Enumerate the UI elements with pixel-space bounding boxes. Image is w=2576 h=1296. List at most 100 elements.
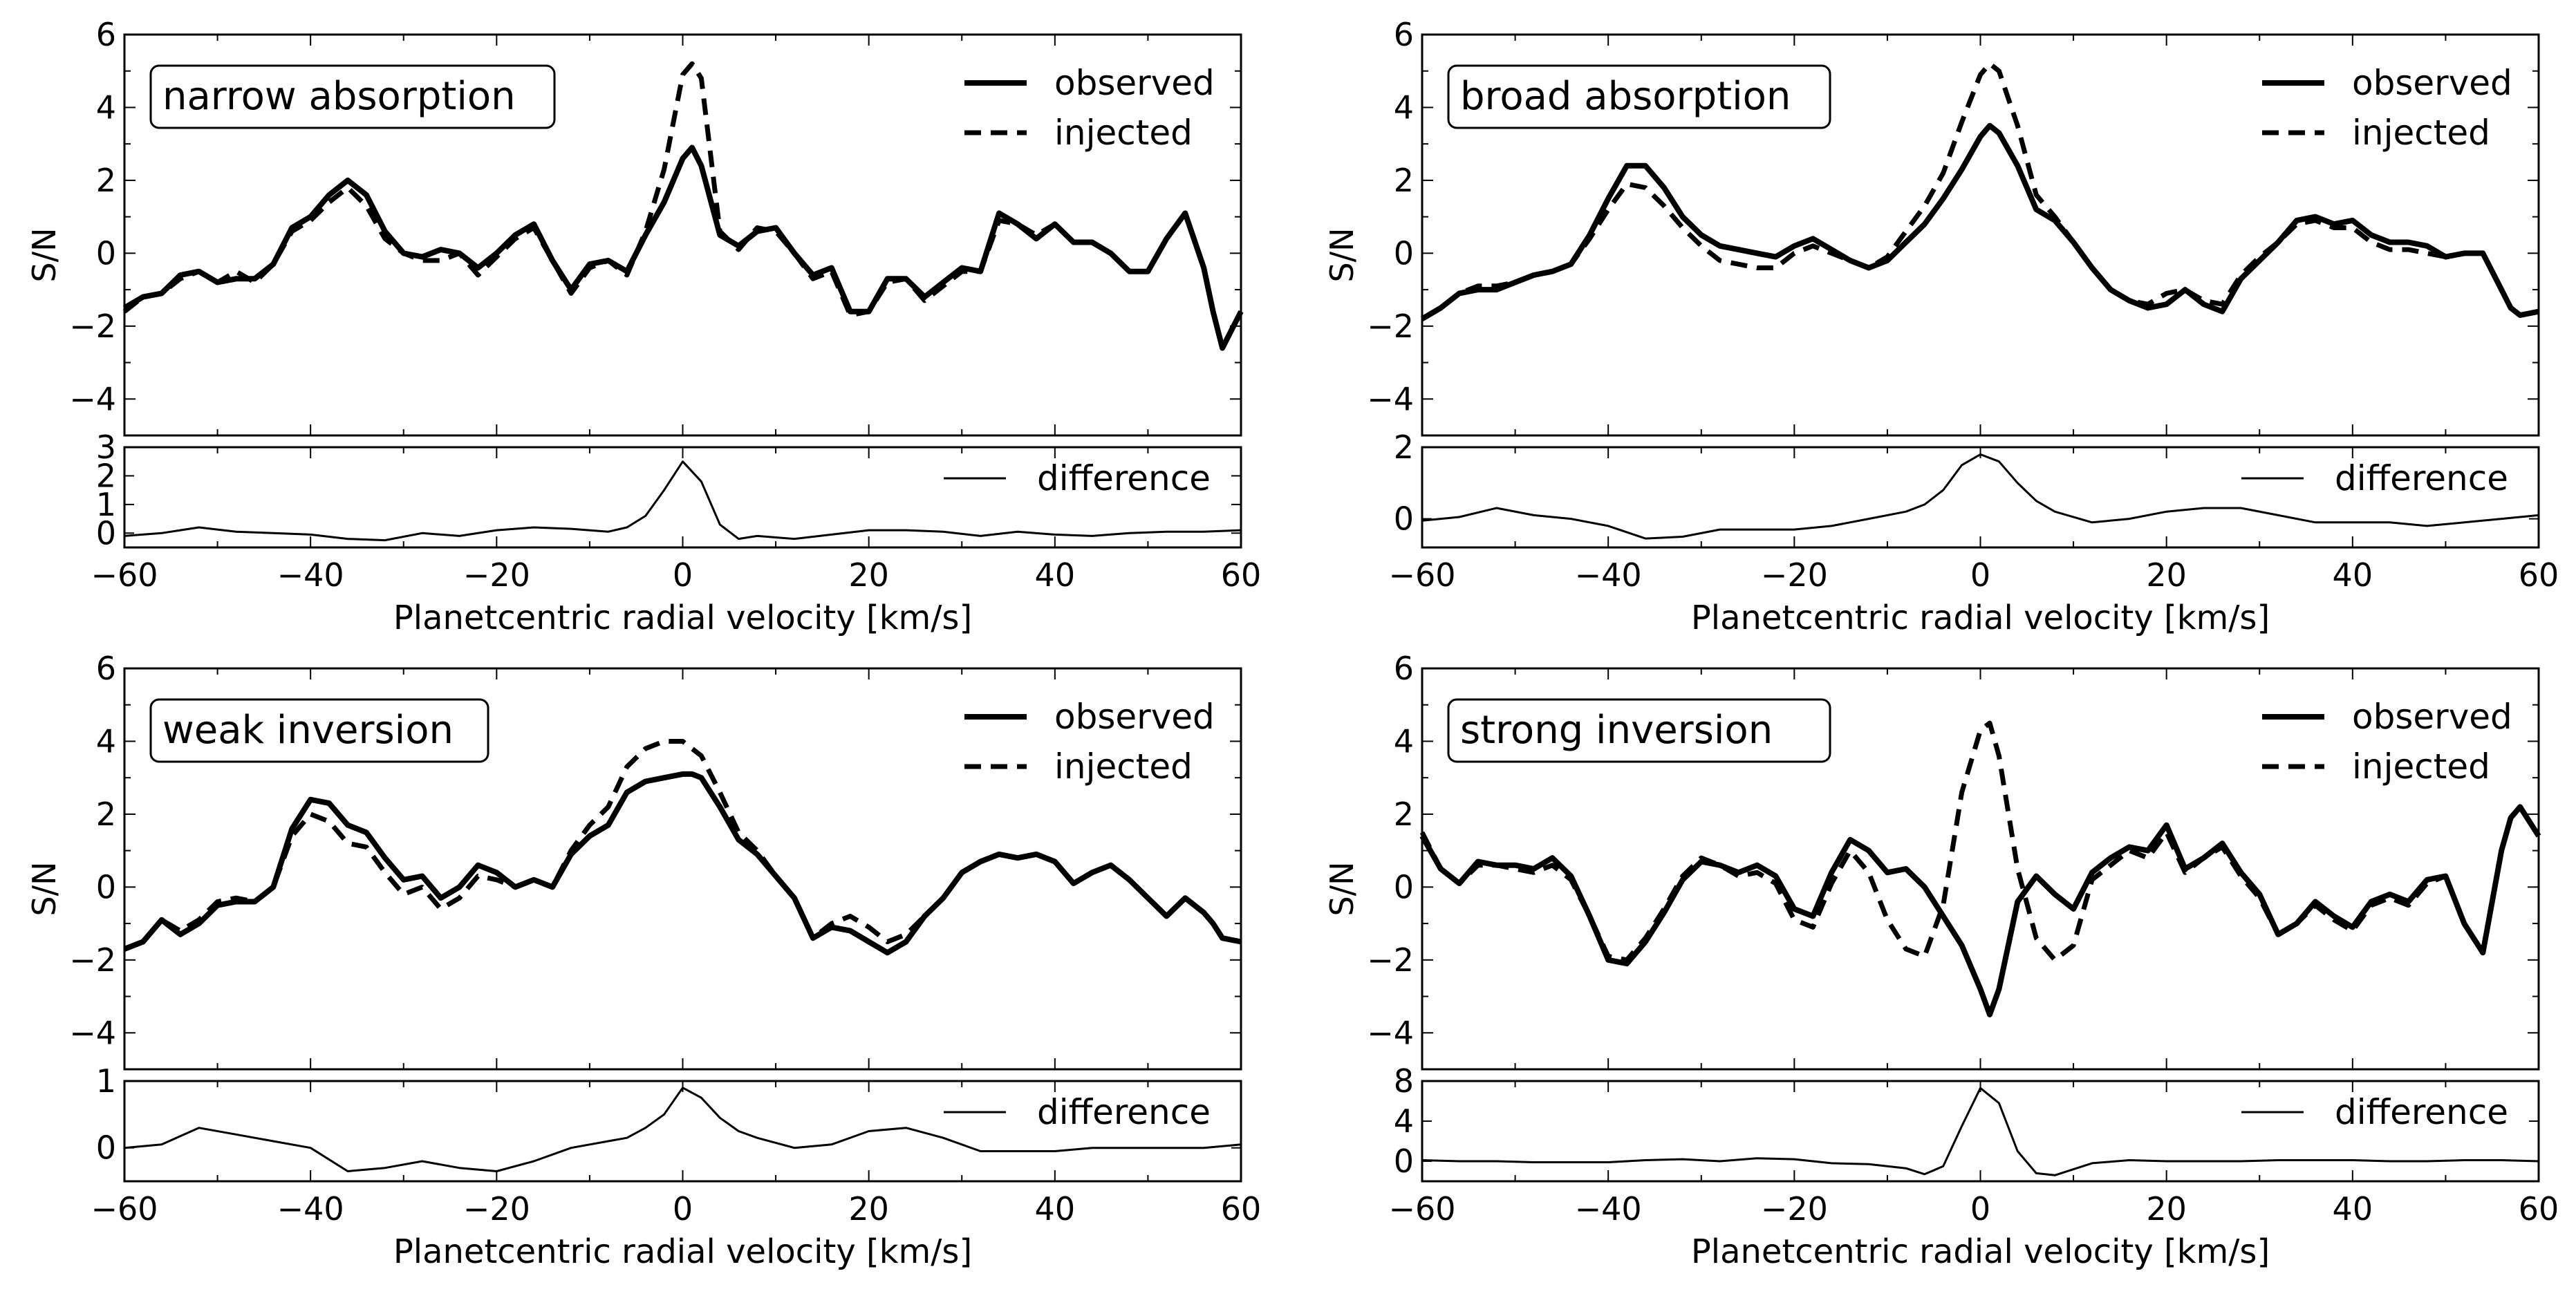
x-tick-label: −40 (277, 556, 344, 594)
diff-y-tick-label: 1 (96, 486, 116, 523)
x-tick-label: −60 (91, 1190, 158, 1228)
x-tick-label: 40 (1035, 1190, 1076, 1228)
x-axis-label: Planetcentric radial velocity [km/s] (1691, 599, 2270, 637)
difference-line (1421, 453, 2539, 540)
panel-broad-absorption: −4 −2 0 2 4 6 S/N broad absorption observed injec… (1323, 16, 2559, 637)
diff-y-tick-label: 0 (1394, 500, 1414, 538)
y-tick-label: 0 (1394, 234, 1414, 272)
x-tick-label: 40 (2333, 1190, 2373, 1228)
y-axis-label: S/N (1323, 861, 1361, 916)
panel-label-box (1447, 64, 1831, 129)
y-tick-label: 2 (1394, 162, 1414, 199)
x-tick-label: 60 (1221, 556, 1262, 594)
diff-y-tick-label: 1 (96, 1062, 116, 1100)
y-tick-label: 2 (1394, 796, 1414, 833)
legend-label-observed: observed (2352, 697, 2512, 737)
diff-y-tick-label: 0 (96, 1129, 116, 1167)
legend-label-observed: observed (1054, 63, 1215, 103)
x-axis-label: Planetcentric radial velocity [km/s] (393, 1232, 972, 1271)
y-tick-label: 6 (1394, 650, 1414, 687)
y-tick-label: −4 (69, 380, 116, 417)
y-tick-label: 6 (96, 16, 116, 53)
difference-axes-frame (123, 1080, 1242, 1183)
panel-label: weak inversion (162, 708, 454, 753)
panel-label: broad absorption (1460, 74, 1791, 119)
y-tick-label: 2 (96, 796, 116, 833)
x-tick-label: −60 (91, 556, 158, 594)
x-tick-label: 40 (1035, 556, 1076, 594)
y-tick-label: −2 (1367, 308, 1414, 345)
y-tick-label: 2 (96, 162, 116, 199)
y-tick-label: −4 (1367, 1014, 1414, 1051)
difference-axes-frame (123, 446, 1242, 549)
diff-y-tick-label: 2 (96, 457, 116, 494)
y-tick-label: 0 (96, 868, 116, 905)
series-line-observed (1420, 122, 2539, 321)
legend-label-difference: difference (1037, 458, 1211, 498)
y-tick-label: 4 (1394, 722, 1414, 760)
y-tick-label: 0 (1394, 868, 1414, 905)
y-tick-label: −2 (69, 308, 116, 345)
x-tick-label: 60 (2519, 1190, 2559, 1228)
diff-y-tick-label: 0 (96, 514, 116, 552)
series-line-injected (122, 61, 1244, 350)
x-tick-label: 0 (673, 556, 693, 594)
legend-label-observed: observed (1054, 697, 1215, 737)
diff-y-tick-label: 0 (1394, 1143, 1414, 1180)
y-tick-label: −2 (69, 941, 116, 979)
y-axis-label: S/N (1323, 227, 1361, 282)
legend-label-injected: injected (2352, 113, 2490, 153)
x-tick-label: 60 (1221, 1190, 1262, 1228)
panel-label: strong inversion (1460, 708, 1773, 753)
x-tick-label: 60 (2519, 556, 2559, 594)
x-tick-label: −20 (463, 1190, 530, 1228)
x-tick-label: 0 (673, 1190, 693, 1228)
difference-axes-frame (1421, 1080, 2540, 1183)
panel-label-box (149, 64, 556, 129)
panel-label: narrow absorption (162, 74, 516, 119)
legend-label-difference: difference (2335, 1092, 2508, 1132)
x-tick-label: 0 (1970, 1190, 1990, 1228)
difference-axes-frame (1421, 446, 2540, 549)
x-tick-label: −20 (1761, 1190, 1828, 1228)
diff-y-tick-label: 4 (1394, 1102, 1414, 1140)
y-tick-label: 4 (96, 88, 116, 126)
legend-label-observed: observed (2352, 63, 2512, 103)
x-tick-label: −40 (1575, 1190, 1642, 1228)
y-tick-label: 6 (1394, 16, 1414, 53)
series-line-observed (1419, 804, 2541, 1017)
difference-line (124, 1087, 1242, 1172)
x-tick-label: 20 (848, 556, 889, 594)
legend-label-injected: injected (2352, 746, 2490, 787)
y-tick-label: −4 (1367, 380, 1414, 417)
y-axis-label: S/N (26, 861, 63, 916)
y-tick-label: 4 (1394, 88, 1414, 126)
y-tick-label: −2 (1367, 941, 1414, 979)
series-line-injected (123, 739, 1242, 952)
legend-label-injected: injected (1054, 746, 1193, 787)
diff-y-tick-label: 8 (1394, 1062, 1414, 1100)
y-axis-label: S/N (26, 227, 63, 282)
x-tick-label: 0 (1970, 556, 1990, 594)
x-axis-label: Planetcentric radial velocity [km/s] (1691, 1232, 2270, 1271)
x-tick-label: −20 (463, 556, 530, 594)
x-tick-label: −40 (277, 1190, 344, 1228)
x-tick-label: 40 (2333, 556, 2373, 594)
diff-y-tick-label: 3 (96, 429, 116, 466)
series-line-injected (1421, 61, 2539, 321)
legend-label-difference: difference (1037, 1092, 1211, 1132)
legend-label-difference: difference (2335, 458, 2508, 498)
series-line-injected (1419, 720, 2541, 963)
x-tick-label: −60 (1388, 1190, 1455, 1228)
difference-line (1421, 1087, 2539, 1176)
legend-label-injected: injected (1054, 113, 1193, 153)
x-tick-label: −60 (1388, 556, 1455, 594)
y-tick-label: 0 (96, 234, 116, 272)
x-tick-label: 20 (2146, 1190, 2187, 1228)
